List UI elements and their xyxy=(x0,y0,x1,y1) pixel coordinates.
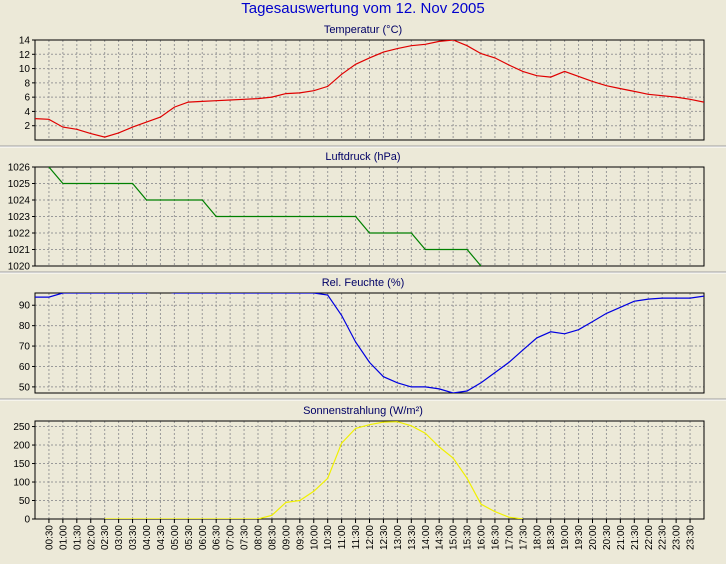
xtick-label: 03:30 xyxy=(128,525,139,550)
xtick-label: 07:00 xyxy=(226,525,237,550)
humidity-series-line xyxy=(35,293,704,393)
xtick-label: 01:30 xyxy=(72,525,83,550)
xtick-label: 08:30 xyxy=(267,525,278,550)
xtick-label: 09:00 xyxy=(281,525,292,550)
xtick-label: 02:30 xyxy=(100,525,111,550)
pressure-ytick-label: 1020 xyxy=(8,262,31,273)
panel-title-humidity: Rel. Feuchte (%) xyxy=(321,277,405,289)
xtick-label: 23:00 xyxy=(672,525,683,550)
humidity-ytick-label: 70 xyxy=(19,342,31,353)
xtick-label: 22:00 xyxy=(644,525,655,550)
xtick-label: 13:00 xyxy=(393,525,404,550)
temperature-plot-frame xyxy=(34,39,705,141)
xtick-label: 11:00 xyxy=(337,525,348,550)
temperature-ytick-label: 8 xyxy=(24,78,30,89)
xtick-label: 10:00 xyxy=(309,525,320,550)
xtick-label: 23:30 xyxy=(686,525,697,550)
xtick-label: 11:30 xyxy=(351,525,362,550)
page-title: Tagesauswertung vom 12. Nov 2005 xyxy=(241,0,485,17)
xtick-label: 07:30 xyxy=(240,525,251,550)
pressure-ytick-label: 1023 xyxy=(8,212,31,223)
xtick-label: 05:00 xyxy=(170,525,181,550)
xtick-label: 06:00 xyxy=(198,525,209,550)
radiation-ytick-label: 150 xyxy=(13,459,30,470)
xtick-label: 04:00 xyxy=(142,525,153,550)
pressure-plot-frame xyxy=(34,166,705,267)
xtick-label: 05:30 xyxy=(184,525,195,550)
xtick-label: 10:30 xyxy=(323,525,334,550)
xtick-label: 19:00 xyxy=(560,525,571,550)
humidity-plot-frame xyxy=(34,292,705,394)
xtick-label: 14:30 xyxy=(435,525,446,550)
xtick-label: 16:30 xyxy=(490,525,501,550)
pressure-ytick-label: 1021 xyxy=(8,245,31,256)
pressure-ytick-label: 1022 xyxy=(8,229,31,240)
pressure-ytick-label: 1026 xyxy=(8,163,31,174)
panel-title-temperature: Temperatur (°C) xyxy=(323,24,403,36)
radiation-ytick-label: 50 xyxy=(19,496,31,507)
radiation-ytick-label: 0 xyxy=(24,515,30,526)
pressure-ytick-label: 1025 xyxy=(8,179,31,190)
xtick-label: 13:30 xyxy=(407,525,418,550)
xtick-label: 14:00 xyxy=(421,525,432,550)
xtick-label: 15:00 xyxy=(449,525,460,550)
xtick-label: 19:30 xyxy=(574,525,585,550)
temperature-ytick-label: 2 xyxy=(24,121,30,132)
humidity-ytick-label: 50 xyxy=(19,382,31,393)
xtick-label: 02:00 xyxy=(86,525,97,550)
xtick-label: 00:30 xyxy=(44,525,55,550)
xtick-label: 21:00 xyxy=(616,525,627,550)
radiation-series-line xyxy=(104,421,523,519)
xtick-label: 16:00 xyxy=(477,525,488,550)
xtick-label: 09:30 xyxy=(295,525,306,550)
humidity-ytick-label: 60 xyxy=(19,362,31,373)
xtick-label: 12:30 xyxy=(379,525,390,550)
xtick-label: 17:30 xyxy=(518,525,529,550)
xtick-label: 12:00 xyxy=(365,525,376,550)
xtick-label: 18:00 xyxy=(532,525,543,550)
pressure-series-line xyxy=(48,167,482,266)
xtick-label: 15:30 xyxy=(463,525,474,550)
temperature-series-line xyxy=(35,40,704,138)
xtick-label: 20:00 xyxy=(588,525,599,550)
xtick-label: 18:30 xyxy=(546,525,557,550)
xtick-label: 08:00 xyxy=(254,525,265,550)
xtick-label: 06:30 xyxy=(212,525,223,550)
temperature-ytick-label: 14 xyxy=(19,36,31,47)
xtick-label: 17:00 xyxy=(504,525,515,550)
xtick-label: 21:30 xyxy=(630,525,641,550)
temperature-ytick-label: 12 xyxy=(19,50,31,61)
xtick-label: 03:00 xyxy=(114,525,125,550)
humidity-ytick-label: 90 xyxy=(19,301,31,312)
panel-title-radiation: Sonnenstrahlung (W/m²) xyxy=(303,405,423,417)
panel-title-pressure: Luftdruck (hPa) xyxy=(325,151,401,163)
radiation-ytick-label: 250 xyxy=(13,422,30,433)
temperature-ytick-label: 6 xyxy=(24,93,30,104)
xtick-label: 04:30 xyxy=(156,525,167,550)
xtick-label: 22:30 xyxy=(658,525,669,550)
radiation-ytick-label: 100 xyxy=(13,478,30,489)
pressure-ytick-label: 1024 xyxy=(8,196,31,207)
temperature-ytick-label: 4 xyxy=(24,107,30,118)
xtick-label: 20:30 xyxy=(602,525,613,550)
humidity-ytick-label: 80 xyxy=(19,321,31,332)
temperature-ytick-label: 10 xyxy=(19,64,31,75)
xtick-label: 01:00 xyxy=(58,525,69,550)
radiation-ytick-label: 200 xyxy=(13,441,30,452)
